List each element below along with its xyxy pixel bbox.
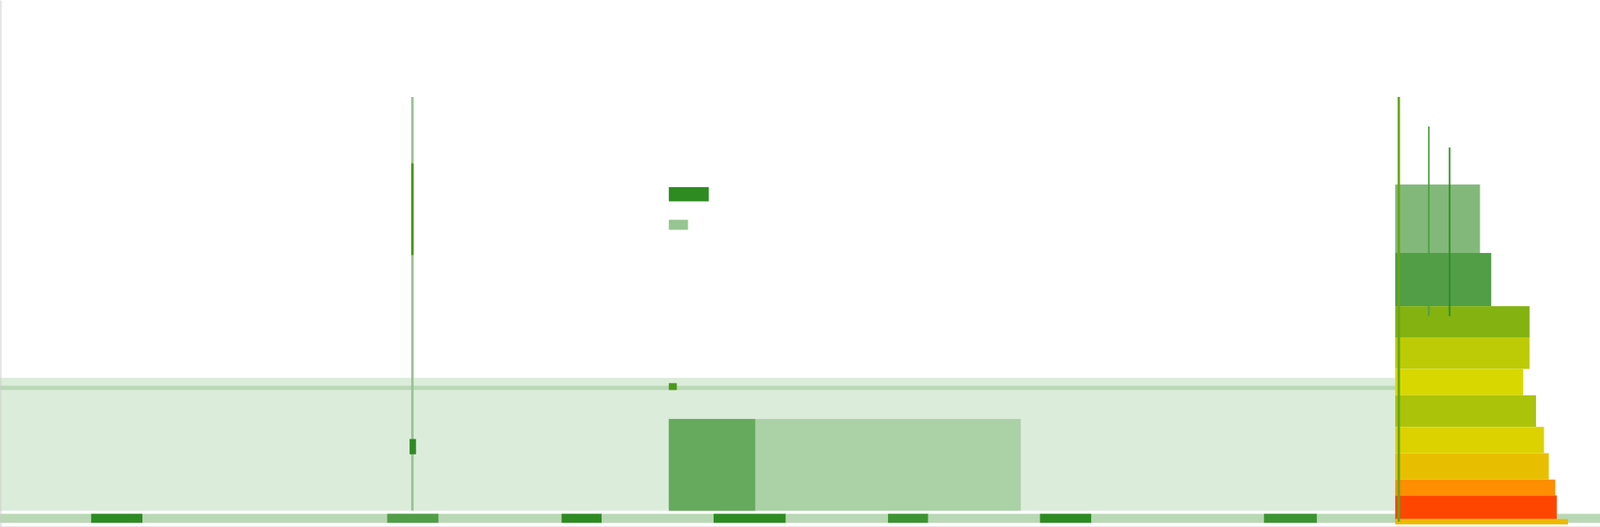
- y-axis: [0, 0, 2, 527]
- cell: [668, 382, 677, 390]
- cell: [1395, 395, 1536, 428]
- cell: [1397, 96, 1401, 522]
- x-axis: [0, 526, 1600, 527]
- cell: [1395, 337, 1531, 370]
- cell: [668, 418, 756, 511]
- cells: [0, 96, 1600, 525]
- x-axis-line: [0, 526, 1600, 527]
- cell: [1395, 426, 1545, 453]
- cell: [387, 513, 439, 523]
- cell: [411, 163, 414, 256]
- cell: [409, 438, 417, 455]
- cell: [1395, 184, 1481, 253]
- y-axis-line: [0, 0, 2, 527]
- cell: [0, 513, 1600, 523]
- cell: [1039, 513, 1092, 523]
- cell: [713, 513, 786, 523]
- cell: [668, 418, 1022, 511]
- cell: [1395, 479, 1556, 496]
- cell: [888, 513, 928, 523]
- cell: [1263, 513, 1317, 523]
- cell: [0, 385, 1396, 391]
- cell: [1428, 126, 1430, 316]
- cell: [1395, 369, 1524, 396]
- cell: [668, 187, 709, 202]
- cell: [561, 513, 602, 523]
- cell: [1395, 305, 1531, 338]
- cell: [1395, 453, 1549, 480]
- spectrogram: [0, 0, 1600, 527]
- cell: [0, 377, 1396, 511]
- cell: [1395, 519, 1568, 525]
- cell: [1449, 147, 1451, 316]
- cell: [1395, 495, 1558, 520]
- cell: [1395, 252, 1492, 306]
- cell: [90, 513, 143, 523]
- cell: [668, 219, 689, 231]
